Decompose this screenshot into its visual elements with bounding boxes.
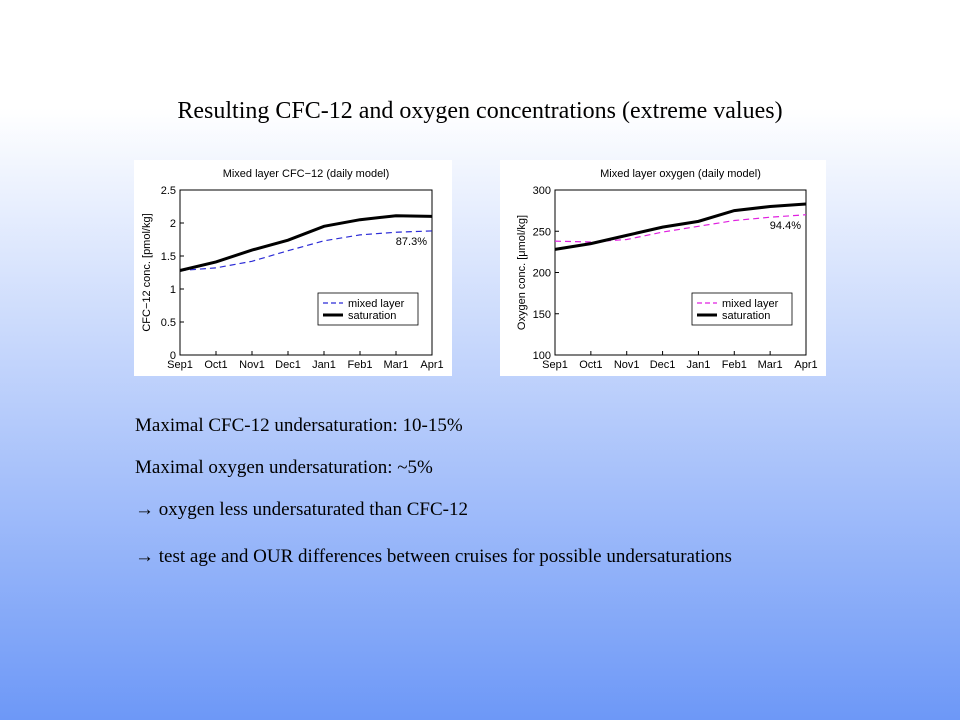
- bullet: Maximal CFC-12 undersaturation: 10-15%: [135, 415, 463, 436]
- y-tick-label: 100: [533, 350, 551, 362]
- chart-panel: [134, 160, 452, 376]
- x-tick-label: Jan1: [686, 359, 710, 371]
- x-tick-label: Dec1: [275, 359, 301, 371]
- x-tick-label: Nov1: [239, 359, 265, 371]
- series-line: [179, 230, 433, 272]
- legend-box: [317, 292, 419, 326]
- x-tick-label: Apr1: [794, 359, 817, 371]
- legend-label: mixed layer: [722, 298, 779, 310]
- legend-label: mixed layer: [348, 298, 405, 310]
- x-tick-label: Sep1: [167, 359, 193, 371]
- chart-title: Mixed layer CFC−12 (daily model): [223, 168, 390, 180]
- x-tick-label: Jan1: [312, 359, 336, 371]
- plot-frame: [179, 189, 433, 356]
- y-tick-label: 1.5: [161, 251, 176, 263]
- y-tick-label: 2: [170, 218, 176, 230]
- y-tick-label: 0: [170, 350, 176, 362]
- x-tick-label: Feb1: [347, 359, 372, 371]
- y-axis-label: CFC−12 conc. [pmol/kg]: [141, 213, 153, 331]
- x-tick-label: Mar1: [758, 359, 783, 371]
- x-tick-label: Sep1: [542, 359, 568, 371]
- chart-panel: [500, 160, 826, 376]
- y-tick-label: 1: [170, 284, 176, 296]
- x-tick-label: Apr1: [420, 359, 443, 371]
- bullet: → oxygen less undersaturated than CFC-12: [135, 499, 468, 520]
- legend-box: [691, 292, 793, 326]
- bullet: → test age and OUR differences between c…: [135, 546, 732, 567]
- series-line: [554, 202, 807, 251]
- y-tick-label: 250: [533, 226, 551, 238]
- y-tick-label: 200: [533, 268, 551, 280]
- y-tick-label: 300: [533, 185, 551, 197]
- x-tick-label: Nov1: [614, 359, 640, 371]
- x-tick-label: Dec1: [650, 359, 676, 371]
- x-tick-label: Oct1: [579, 359, 602, 371]
- y-tick-label: 0.5: [161, 317, 176, 329]
- y-axis-label: Oxygen conc. [μmol/kg]: [516, 215, 528, 330]
- chart-title: Mixed layer oxygen (daily model): [600, 168, 761, 180]
- annotation: 87.3%: [396, 236, 427, 248]
- bullet: Maximal oxygen undersaturation: ~5%: [135, 457, 433, 478]
- series-line: [179, 214, 433, 272]
- y-tick-label: 2.5: [161, 185, 176, 197]
- y-tick-label: 150: [533, 309, 551, 321]
- legend-label: saturation: [722, 310, 770, 322]
- x-tick-label: Feb1: [722, 359, 747, 371]
- slide-title: Resulting CFC-12 and oxygen concentratio…: [177, 98, 782, 124]
- legend-label: saturation: [348, 310, 396, 322]
- x-tick-label: Mar1: [383, 359, 408, 371]
- x-tick-label: Oct1: [204, 359, 227, 371]
- annotation: 94.4%: [770, 220, 801, 232]
